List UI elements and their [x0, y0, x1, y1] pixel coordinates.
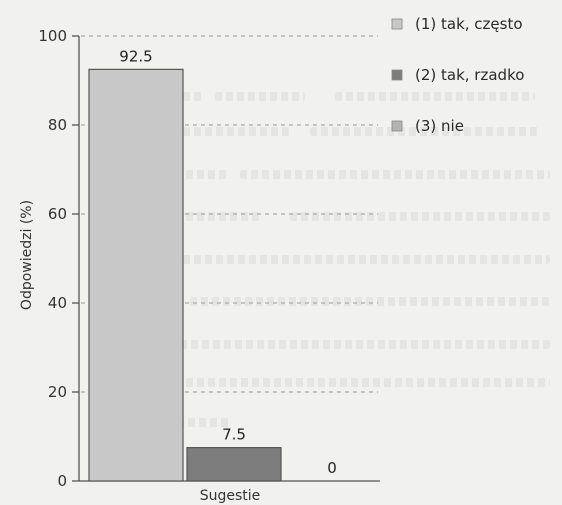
- y-tick-label: 80: [48, 116, 67, 134]
- data-labels: 92.5 7.5 0: [119, 47, 336, 477]
- y-tick-label: 40: [48, 294, 67, 312]
- data-label-series-1: 92.5: [119, 47, 152, 65]
- y-tick-label: 0: [57, 472, 67, 490]
- y-axis-title: Odpowiedzi (%): [19, 200, 35, 310]
- y-tick-label: 60: [48, 205, 67, 223]
- legend: (1) tak, często (2) tak, rzadko (3) nie: [391, 15, 524, 135]
- y-tick-label: 20: [48, 383, 67, 401]
- bar-series-2: [186, 447, 282, 482]
- legend-label-3: (3) nie: [415, 117, 464, 135]
- legend-swatch-2: [391, 69, 403, 81]
- bar-series-1: [88, 68, 184, 482]
- data-label-series-3: 0: [327, 459, 337, 477]
- bars: [88, 68, 282, 482]
- legend-swatch-3: [391, 120, 403, 132]
- legend-label-2: (2) tak, rzadko: [415, 66, 524, 84]
- y-axis-ticks: 0 20 40 60 80 100: [38, 27, 79, 490]
- data-label-series-2: 7.5: [222, 426, 246, 444]
- x-axis-label: Sugestie: [200, 488, 261, 504]
- legend-swatch-1: [391, 18, 403, 30]
- legend-label-1: (1) tak, często: [415, 15, 523, 33]
- y-tick-label: 100: [38, 27, 67, 45]
